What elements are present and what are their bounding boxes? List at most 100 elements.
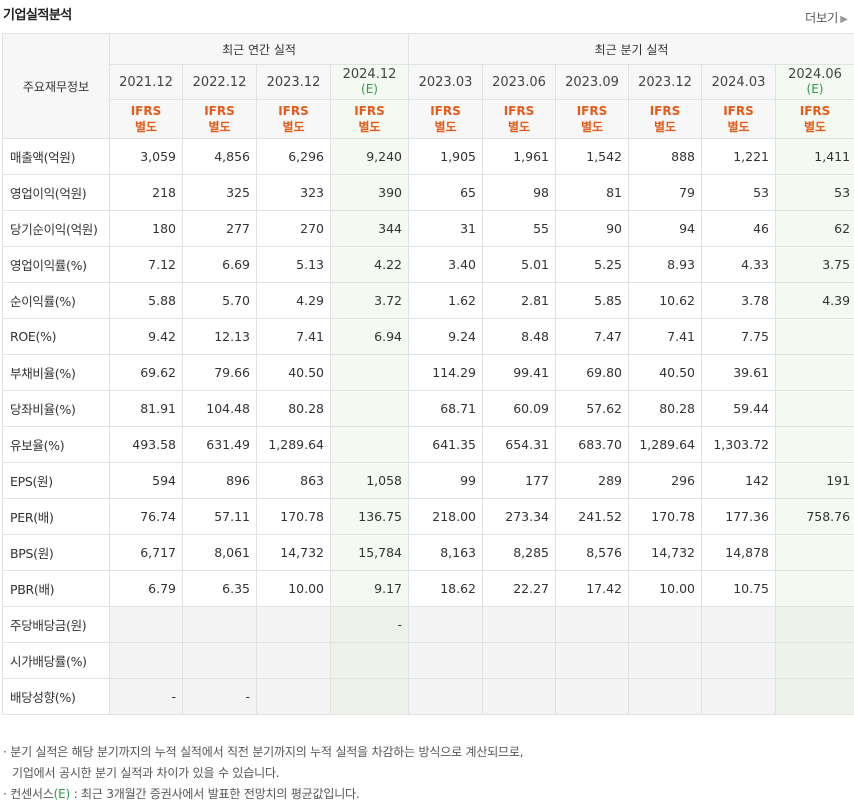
period-label: 2023.12	[266, 74, 321, 90]
table-cell	[774, 534, 854, 571]
table-cell: 53	[701, 174, 776, 211]
table-cell: 10.62	[628, 282, 702, 319]
table-row: BPS(원) 6,717 8,061 14,732 15,784 8,163 8,285 8,…	[2, 534, 854, 571]
table-cell	[256, 606, 331, 643]
section-title: 기업실적분석	[3, 8, 72, 23]
table-cell: 5.70	[182, 282, 257, 319]
row-label: 유보율(%)	[2, 426, 110, 463]
table-cell: 60.09	[482, 390, 556, 427]
accounting-standard: IFRS 별도	[408, 99, 483, 139]
table-row: 당기순이익(억원) 180 277 270 344 31 55 90 94 46 62	[2, 210, 854, 247]
table-cell: 136.75	[330, 498, 409, 535]
table-cell: 218	[109, 174, 183, 211]
table-cell: 863	[256, 462, 331, 499]
table-cell	[109, 606, 183, 643]
estimate-marker: (E)	[361, 82, 378, 96]
table-cell: 323	[256, 174, 331, 211]
table-cell: 18.62	[408, 570, 483, 607]
period-header: 2024.03	[701, 64, 776, 100]
table-cell: 94	[628, 210, 702, 247]
table-row: 주당배당금(원) -	[2, 606, 854, 643]
table-cell: 289	[555, 462, 629, 499]
table-cell	[330, 642, 409, 679]
table-cell: 888	[628, 138, 702, 175]
table-cell	[774, 318, 854, 355]
table-cell: 4.33	[701, 246, 776, 283]
table-cell: 99.41	[482, 354, 556, 391]
table-cell: 493.58	[109, 426, 183, 463]
table-cell: 10.00	[628, 570, 702, 607]
table-cell: 22.27	[482, 570, 556, 607]
table-cell: 14,732	[628, 534, 702, 571]
period-label: 2023.09	[565, 74, 619, 90]
table-cell	[774, 390, 854, 427]
table-row: 배당성향(%) - -	[2, 678, 854, 715]
table-cell: 896	[182, 462, 257, 499]
period-header: 2023.09	[555, 64, 629, 100]
table-cell: 8,163	[408, 534, 483, 571]
table-row: 영업이익(억원) 218 325 323 390 65 98 81 79 53 53	[2, 174, 854, 211]
table-cell: 5.13	[256, 246, 331, 283]
table-cell: 3.72	[330, 282, 409, 319]
row-label: ROE(%)	[2, 318, 110, 355]
row-label: 시가배당률(%)	[2, 642, 110, 679]
period-header: 2024.12 (E)	[330, 64, 409, 100]
table-cell: 104.48	[182, 390, 257, 427]
table-cell: 3,059	[109, 138, 183, 175]
table-cell: 7.41	[628, 318, 702, 355]
table-cell: 76.74	[109, 498, 183, 535]
footnote-1: · 분기 실적은 해당 분기까지의 누적 실적에서 직전 분기까지의 누적 실적…	[3, 745, 524, 759]
table-cell	[330, 678, 409, 715]
period-label: 2022.12	[192, 74, 247, 90]
table-cell: 1,058	[330, 462, 409, 499]
table-cell	[555, 642, 629, 679]
row-label: 매출액(억원)	[2, 138, 110, 175]
table-cell: 79	[628, 174, 702, 211]
more-link[interactable]: 더보기 ▶	[805, 9, 848, 26]
estimate-marker: (E)	[806, 82, 824, 96]
table-cell: 8,285	[482, 534, 556, 571]
table-row: 매출액(억원) 3,059 4,856 6,296 9,240 1,905 1,961 1,5…	[2, 138, 854, 175]
table-corner-label: 주요재무정보	[2, 33, 110, 139]
accounting-standard: IFRS 별도	[701, 99, 776, 139]
table-cell	[256, 642, 331, 679]
table-cell: 3.75	[774, 246, 854, 283]
table-cell: 12.13	[182, 318, 257, 355]
table-cell: 99	[408, 462, 483, 499]
period-header: 2024.06 (E)	[774, 64, 854, 100]
table-cell: 191	[774, 462, 854, 499]
table-cell: 142	[701, 462, 776, 499]
table-cell: 80.28	[256, 390, 331, 427]
table-cell: 59.44	[701, 390, 776, 427]
table-cell: 15,784	[330, 534, 409, 571]
accounting-standard: IFRS 별도	[482, 99, 556, 139]
table-cell: 98	[482, 174, 556, 211]
table-cell: 81	[555, 174, 629, 211]
table-cell: 5.85	[555, 282, 629, 319]
table-cell: 69.80	[555, 354, 629, 391]
period-header: 2021.12	[109, 64, 183, 100]
table-cell	[555, 678, 629, 715]
table-cell: 218.00	[408, 498, 483, 535]
table-cell: 79.66	[182, 354, 257, 391]
period-label: 2023.06	[492, 74, 546, 90]
table-cell	[482, 642, 556, 679]
table-cell: 3.40	[408, 246, 483, 283]
table-cell: 81.91	[109, 390, 183, 427]
table-cell: 10.00	[256, 570, 331, 607]
table-cell: 31	[408, 210, 483, 247]
table-cell: 8,061	[182, 534, 257, 571]
table-cell: 55	[482, 210, 556, 247]
row-label: 당기순이익(억원)	[2, 210, 110, 247]
table-cell: 8.93	[628, 246, 702, 283]
chevron-right-icon: ▶	[840, 14, 848, 25]
table-cell	[774, 570, 854, 607]
table-cell	[330, 354, 409, 391]
accounting-standard: IFRS 별도	[256, 99, 331, 139]
table-cell: 1,905	[408, 138, 483, 175]
table-cell: 1,961	[482, 138, 556, 175]
table-cell	[701, 678, 776, 715]
table-cell: 9.17	[330, 570, 409, 607]
table-cell	[628, 606, 702, 643]
table-cell: 40.50	[628, 354, 702, 391]
